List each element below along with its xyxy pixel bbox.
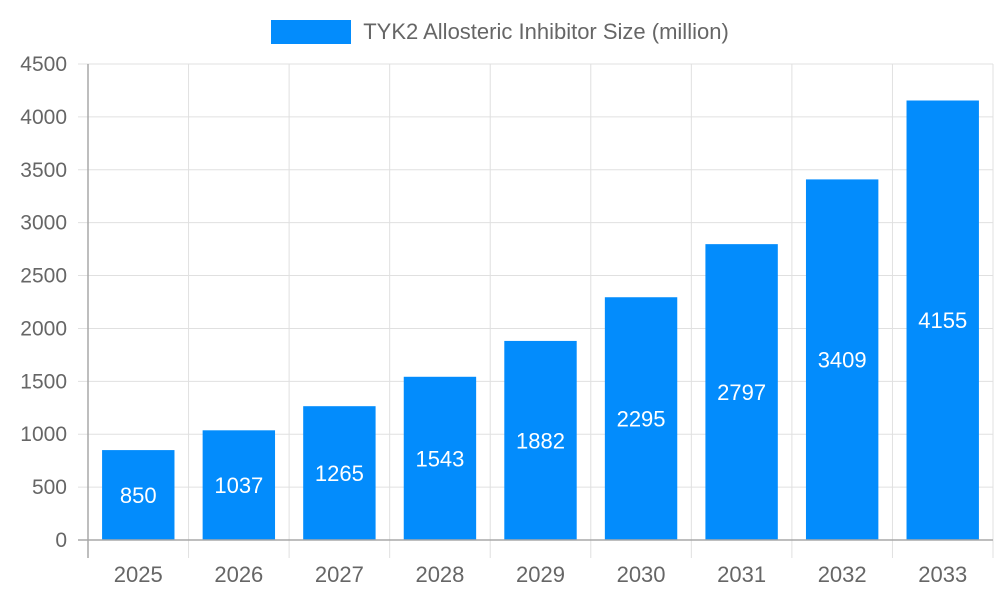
data-label: 1265	[315, 461, 364, 486]
y-tick-label: 0	[55, 529, 67, 552]
x-tick-label: 2029	[516, 562, 565, 587]
x-tick-label: 2026	[214, 562, 263, 587]
y-tick-label: 3500	[20, 159, 67, 182]
data-label: 1543	[415, 446, 464, 471]
axes	[78, 64, 993, 558]
data-label: 2797	[717, 380, 766, 405]
data-label: 4155	[918, 308, 967, 333]
bar-2027[interactable]	[303, 406, 376, 540]
data-label: 1037	[214, 473, 263, 498]
x-tick-label: 2031	[717, 562, 766, 587]
y-tick-label: 2500	[20, 265, 67, 288]
bar-2032[interactable]	[805, 179, 879, 540]
y-tick-label: 4000	[20, 106, 67, 129]
bar-2033[interactable]	[906, 100, 979, 540]
data-label: 850	[120, 483, 157, 508]
bar-series	[102, 100, 979, 540]
bar-2029[interactable]	[504, 340, 577, 540]
y-tick-label: 2000	[20, 317, 67, 340]
data-label: 3409	[818, 348, 867, 373]
data-label: 2295	[617, 407, 666, 432]
x-tick-label: 2033	[918, 562, 967, 587]
bar-2026[interactable]	[202, 430, 276, 540]
x-tick-label: 2032	[818, 562, 867, 587]
bar-2025[interactable]	[102, 450, 175, 540]
y-tick-label: 1000	[20, 423, 67, 446]
y-tick-label: 1500	[20, 370, 67, 393]
legend-swatch	[271, 20, 352, 44]
y-tick-label: 3000	[20, 212, 67, 235]
chart-legend[interactable]: TYK2 Allosteric Inhibitor Size (million)	[0, 19, 1000, 45]
bar-2030[interactable]	[604, 297, 678, 540]
x-tick-label: 2027	[315, 562, 364, 587]
y-axis-ticks: 0 500 1000 1500 2000 2500 3000 3500 4000 4500	[20, 53, 67, 552]
x-tick-label: 2025	[114, 562, 163, 587]
y-tick-label: 4500	[20, 53, 67, 76]
bar-2028[interactable]	[403, 376, 477, 540]
grid-lines	[78, 63, 994, 558]
data-label: 1882	[516, 428, 565, 453]
data-labels: 850 1037 1265 1543 1882 2295 2797 3409 4155	[120, 308, 967, 508]
legend-label: TYK2 Allosteric Inhibitor Size (million)	[363, 19, 729, 44]
y-tick-label: 500	[32, 476, 67, 499]
bar-2031[interactable]	[705, 244, 778, 540]
x-axis-ticks: 2025 2026 2027 2028 2029 2030 2031 2032 2033	[114, 562, 967, 587]
x-tick-label: 2028	[415, 562, 464, 587]
x-tick-label: 2030	[617, 562, 666, 587]
